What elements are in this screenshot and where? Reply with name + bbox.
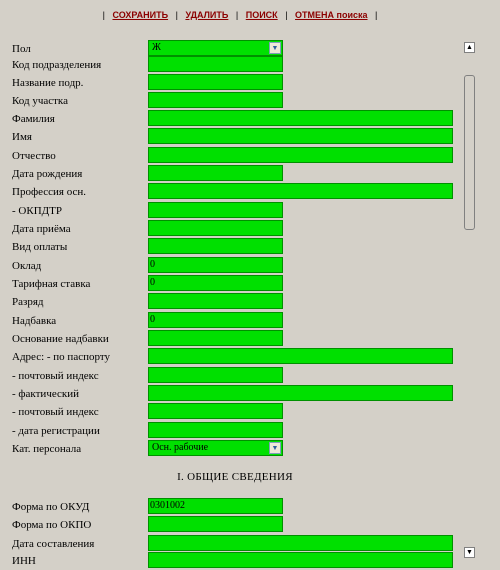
profession-label: Профессия осн. — [12, 186, 86, 198]
row-registration-date: - дата регистрации — [0, 422, 455, 440]
section-heading: I. ОБЩИЕ СВЕДЕНИЯ — [177, 471, 293, 483]
actual-address-input[interactable] — [148, 385, 453, 401]
salary-input[interactable]: 0 — [148, 257, 283, 273]
staff-category-value: Осн. рабочие — [152, 442, 209, 453]
postal-index-input[interactable] — [148, 367, 283, 383]
staff-category-select[interactable]: Осн. рабочие ▼ — [148, 440, 283, 456]
row-tariff-rate: Тарифная ставка 0 — [0, 275, 455, 293]
row-actual-address: - фактический — [0, 385, 455, 403]
okpdtr-label: - ОКПДТР — [12, 205, 62, 217]
actual-address-label: - фактический — [12, 388, 80, 400]
dept-code-label: Код подразделения — [12, 59, 102, 71]
partial-input[interactable] — [148, 552, 453, 568]
row-compile-date: Дата составления — [0, 535, 455, 553]
row-okpo: Форма по ОКПО — [0, 516, 455, 534]
triangle-down-icon[interactable]: ▼ — [464, 547, 475, 558]
first-name-label: Имя — [12, 131, 32, 143]
toolbar: | СОХРАНИТЬ | УДАЛИТЬ | ПОИСК | ОТМЕНА п… — [0, 10, 480, 20]
row-allowance: Надбавка 0 — [0, 312, 455, 330]
grade-input[interactable] — [148, 293, 283, 309]
allowance-input[interactable]: 0 — [148, 312, 283, 328]
row-gender: Пол Ж ▼ — [0, 40, 455, 58]
okud-label: Форма по ОКУД — [12, 501, 90, 513]
dept-name-label: Название подр. — [12, 77, 84, 89]
gender-select[interactable]: Ж ▼ — [148, 40, 283, 56]
row-section-code: Код участка — [0, 92, 455, 110]
row-hire-date: Дата приёма — [0, 220, 455, 238]
profession-input[interactable] — [148, 183, 453, 199]
row-postal-index-2: - почтовый индекс — [0, 403, 455, 421]
row-staff-category: Кат. персонала Осн. рабочие ▼ — [0, 440, 455, 458]
registration-date-input[interactable] — [148, 422, 283, 438]
passport-address-label: Адрес: - по паспорту — [12, 351, 110, 363]
pay-type-label: Вид оплаты — [12, 241, 68, 253]
row-passport-address: Адрес: - по паспорту — [0, 348, 455, 366]
gender-value: Ж — [152, 42, 161, 53]
row-patronymic: Отчество — [0, 147, 455, 165]
dept-name-input[interactable] — [148, 74, 283, 90]
row-pay-type: Вид оплаты — [0, 238, 455, 256]
postal-index-label: - почтовый индекс — [12, 370, 99, 382]
patronymic-label: Отчество — [12, 150, 56, 162]
pay-type-input[interactable] — [148, 238, 283, 254]
dept-code-input[interactable] — [148, 56, 283, 72]
separator: | — [285, 10, 288, 20]
row-first-name: Имя — [0, 128, 455, 146]
separator: | — [175, 10, 178, 20]
allowance-basis-label: Основание надбавки — [12, 333, 109, 345]
chevron-down-icon[interactable]: ▼ — [269, 442, 281, 454]
registration-date-label: - дата регистрации — [12, 425, 100, 437]
birth-date-input[interactable] — [148, 165, 283, 181]
partial-label: ИНН — [12, 555, 36, 567]
okpo-input[interactable] — [148, 516, 283, 532]
okpo-label: Форма по ОКПО — [12, 519, 92, 531]
actual-postal-index-input[interactable] — [148, 403, 283, 419]
triangle-up-icon[interactable]: ▲ — [464, 42, 475, 53]
row-grade: Разряд — [0, 293, 455, 311]
separator: | — [102, 10, 105, 20]
chevron-down-icon[interactable]: ▼ — [269, 42, 281, 54]
allowance-basis-input[interactable] — [148, 330, 283, 346]
row-allowance-basis: Основание надбавки — [0, 330, 455, 348]
okud-input[interactable]: 0301002 — [148, 498, 283, 514]
row-profession: Профессия осн. — [0, 183, 455, 201]
okpdtr-input[interactable] — [148, 202, 283, 218]
separator: | — [375, 10, 378, 20]
patronymic-input[interactable] — [148, 147, 453, 163]
compile-date-input[interactable] — [148, 535, 453, 551]
surname-input[interactable] — [148, 110, 453, 126]
section-code-input[interactable] — [148, 92, 283, 108]
delete-link[interactable]: УДАЛИТЬ — [185, 10, 229, 20]
row-dept-code: Код подразделения — [0, 56, 455, 74]
cancel-search-link[interactable]: ОТМЕНА поиска — [295, 10, 368, 20]
tariff-rate-label: Тарифная ставка — [12, 278, 91, 290]
staff-category-label: Кат. персонала — [12, 443, 82, 455]
first-name-input[interactable] — [148, 128, 453, 144]
passport-address-input[interactable] — [148, 348, 453, 364]
grade-label: Разряд — [12, 296, 44, 308]
gender-label: Пол — [12, 43, 31, 55]
birth-date-label: Дата рождения — [12, 168, 83, 180]
section-code-label: Код участка — [12, 95, 68, 107]
row-postal-index-1: - почтовый индекс — [0, 367, 455, 385]
search-link[interactable]: ПОИСК — [245, 10, 278, 20]
hire-date-input[interactable] — [148, 220, 283, 236]
row-birth-date: Дата рождения — [0, 165, 455, 183]
save-link[interactable]: СОХРАНИТЬ — [112, 10, 169, 20]
scrollbar-thumb[interactable] — [464, 75, 475, 230]
row-dept-name: Название подр. — [0, 74, 455, 92]
salary-label: Оклад — [12, 260, 42, 272]
row-partial: ИНН — [0, 552, 455, 570]
allowance-label: Надбавка — [12, 315, 57, 327]
actual-postal-index-label: - почтовый индекс — [12, 406, 99, 418]
surname-label: Фамилия — [12, 113, 55, 125]
row-surname: Фамилия — [0, 110, 455, 128]
row-okud: Форма по ОКУД 0301002 — [0, 498, 455, 516]
row-okpdtr: - ОКПДТР — [0, 202, 455, 220]
row-salary: Оклад 0 — [0, 257, 455, 275]
tariff-rate-input[interactable]: 0 — [148, 275, 283, 291]
compile-date-label: Дата составления — [12, 538, 95, 550]
hire-date-label: Дата приёма — [12, 223, 71, 235]
separator: | — [235, 10, 239, 20]
